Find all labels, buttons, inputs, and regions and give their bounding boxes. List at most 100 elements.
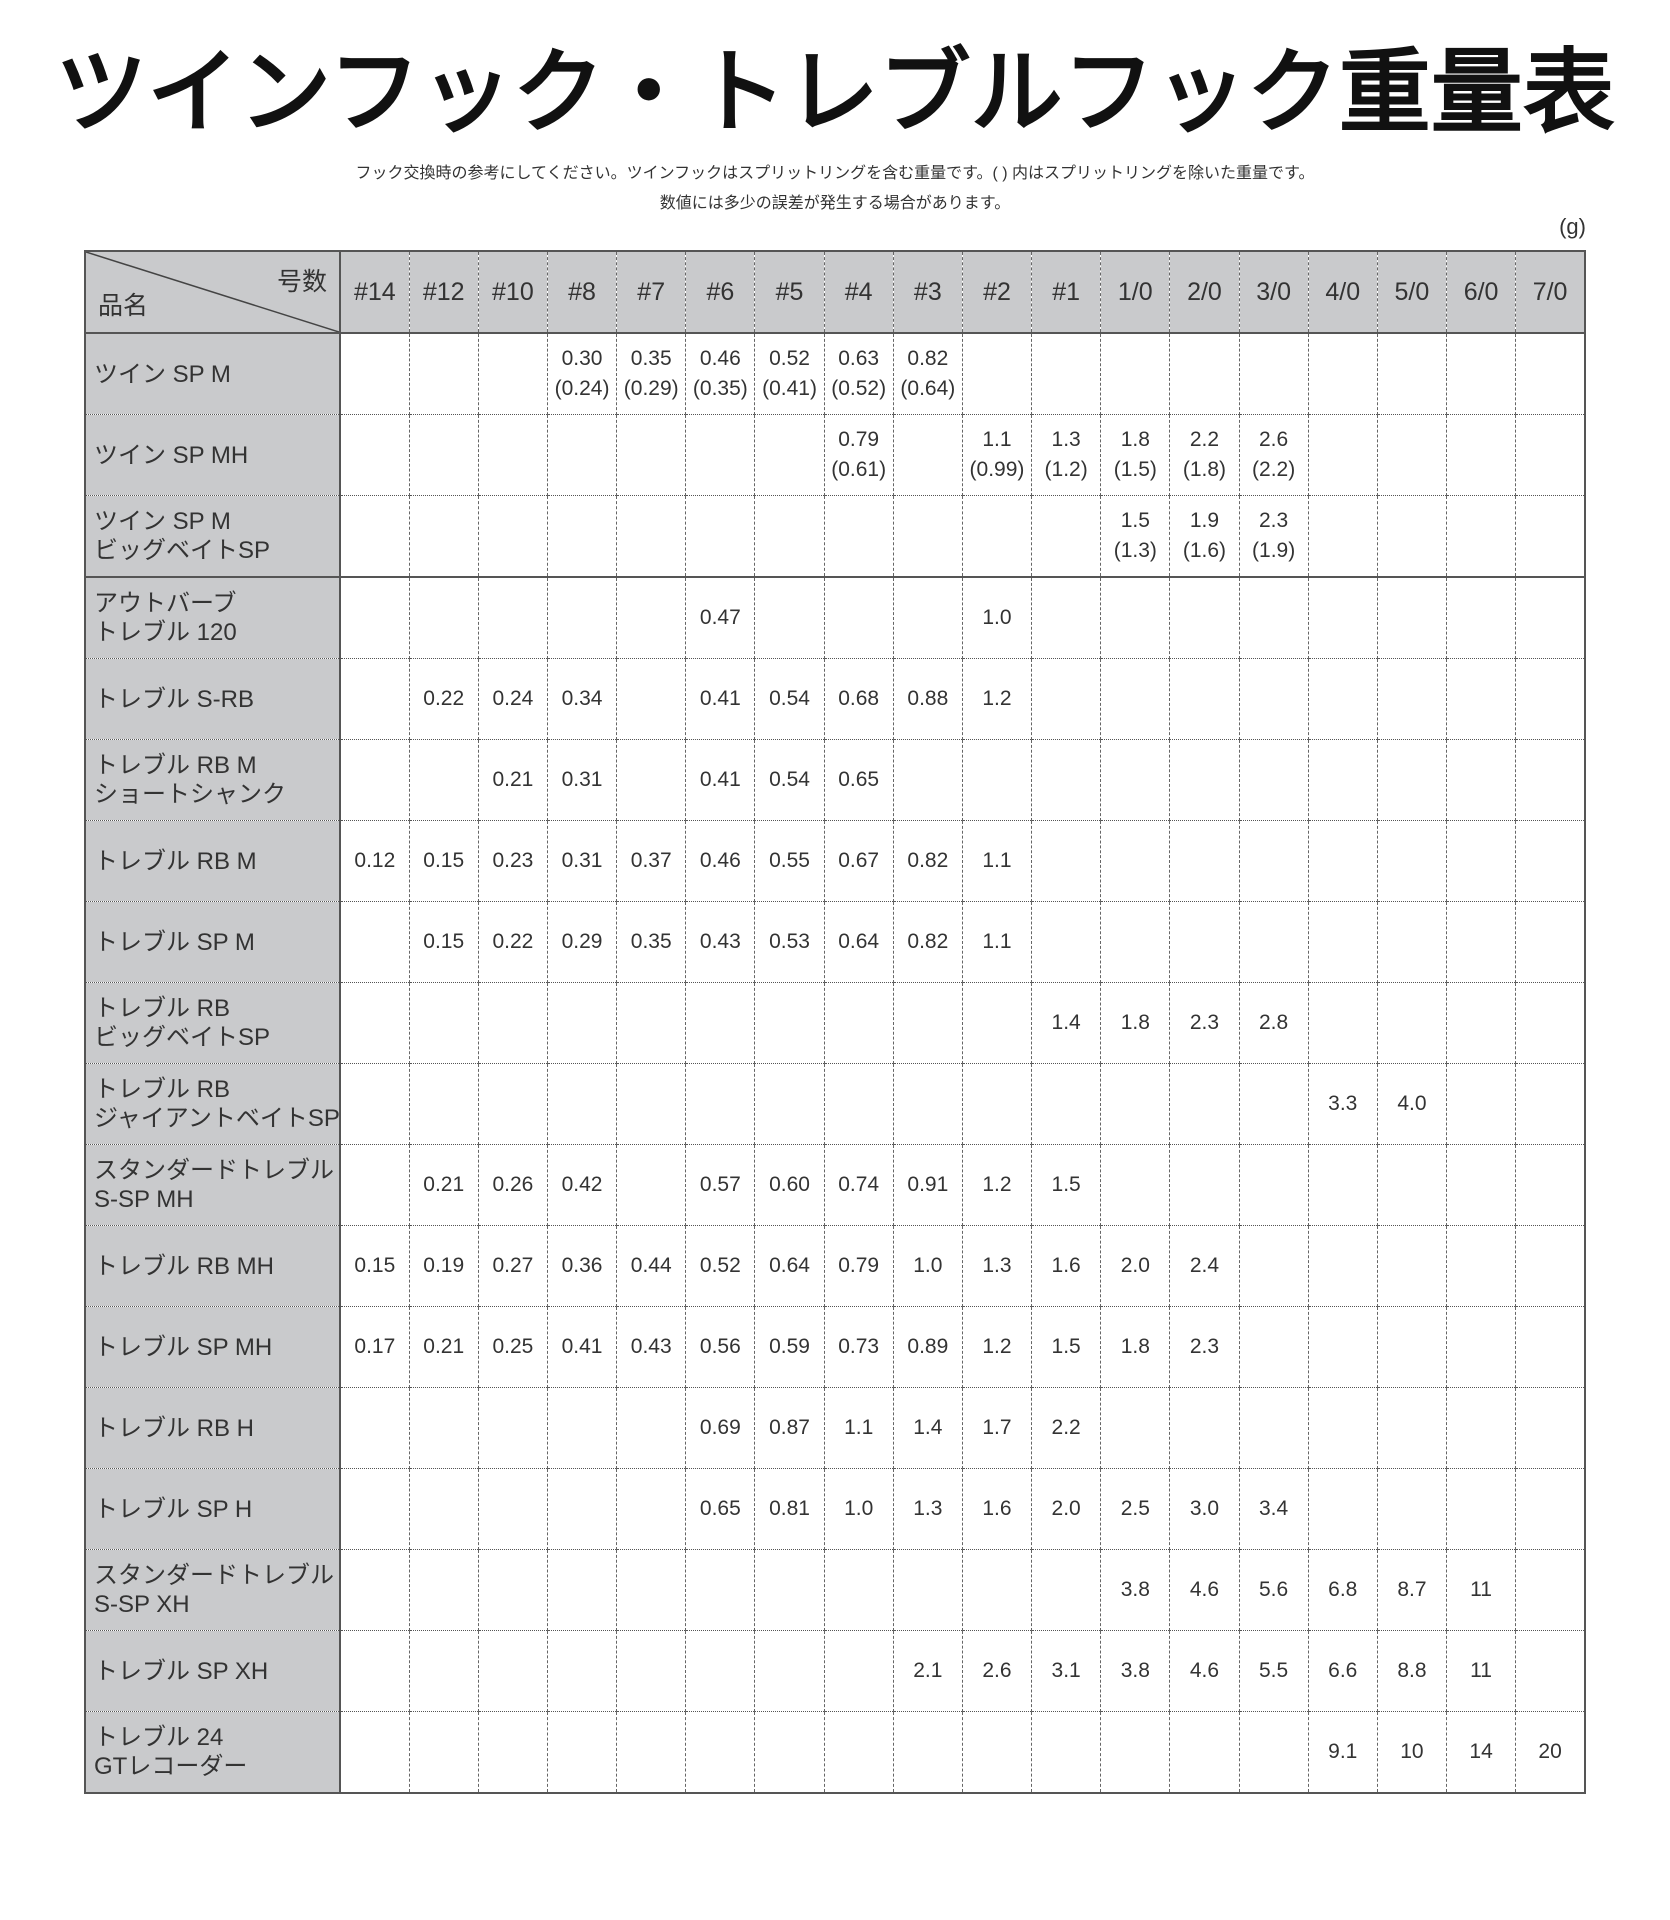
weight-cell [1169, 901, 1240, 983]
weight-cell [1376, 1144, 1447, 1226]
product-name: トレブル RB M ショートシャンク [85, 739, 341, 821]
weight-cell [1169, 1063, 1240, 1145]
weight-cell [477, 495, 548, 578]
weight-cell: 0.21 [477, 739, 548, 821]
weight-value: 1.1 [844, 1416, 874, 1439]
weight-value: 0.79 [838, 1254, 880, 1277]
weight-cell: 0.53 [754, 901, 825, 983]
weight-cell [1238, 820, 1309, 902]
weight-cell [1376, 1225, 1447, 1307]
weight-cell [339, 1711, 410, 1794]
weight-cell [546, 577, 617, 659]
weight-cell [1100, 1711, 1170, 1794]
weight-value: 2.6 [1259, 428, 1289, 451]
weight-cell [408, 495, 479, 578]
weight-cell: 1.0 [892, 1225, 963, 1307]
weight-cell: 0.47 [685, 577, 755, 659]
weight-cell [1515, 739, 1585, 821]
weight-cell [1515, 1144, 1585, 1226]
weight-cell: 1.5 [1031, 1306, 1101, 1388]
column-header: #3 [892, 251, 963, 334]
weight-cell [961, 1711, 1032, 1794]
weight-cell [1515, 1063, 1585, 1145]
product-name: トレブル RB ビッグベイトSP [85, 982, 341, 1064]
column-header: 6/0 [1445, 251, 1516, 334]
weight-cell: 2.3 [1169, 982, 1240, 1064]
weight-value: 2.2 [1189, 428, 1220, 451]
weight-cell [961, 333, 1032, 415]
weight-value: 1.4 [913, 1416, 943, 1439]
weight-cell: 0.19 [408, 1225, 479, 1307]
weight-value: 0.12 [354, 849, 396, 872]
weight-cell [1100, 1387, 1170, 1469]
weight-cell: 0.26 [477, 1144, 548, 1226]
weight-cell: 0.74 [823, 1144, 894, 1226]
weight-cell [616, 658, 686, 740]
weight-cell: 1.5 (1.3) [1100, 495, 1170, 578]
product-name-line: ツイン SP MH [94, 441, 249, 469]
weight-cell: 2.6 (2.2) [1238, 414, 1309, 496]
weight-cell [339, 1630, 410, 1712]
weight-cell: 1.0 [961, 577, 1032, 659]
note-line-1: フック交換時の参考にしてください。ツインフックはスプリットリングを含む重量です。… [355, 165, 1315, 182]
weight-cell [1238, 1387, 1309, 1469]
weight-value: 14 [1469, 1740, 1493, 1763]
weight-cell [1307, 495, 1378, 578]
weight-cell: 0.65 [823, 739, 894, 821]
weight-cell [1376, 577, 1447, 659]
weight-cell: 0.56 [685, 1306, 755, 1388]
weight-cell [892, 739, 963, 821]
weight-cell: 0.34 [546, 658, 617, 740]
weight-cell: 1.0 [823, 1468, 894, 1550]
weight-cell [1031, 1711, 1101, 1794]
weight-cell [1376, 739, 1447, 821]
table-row: アウトバーブ トレブル 120 0.47 1.0 [85, 577, 1585, 659]
weight-value: 0.35 [630, 347, 672, 370]
weight-value: 0.74 [838, 1173, 880, 1196]
weight-value: 0.44 [630, 1254, 672, 1277]
weight-value: 0.30 [561, 347, 603, 370]
weight-value: 1.4 [1051, 1011, 1081, 1034]
header-row: 号数 品名 #14 #12 #10 #8 #7 #6 #5 #4 #3 #2 #1 1/0 2/0 3/0… [85, 251, 1585, 334]
weight-cell [1307, 1225, 1378, 1307]
weight-cell [408, 577, 479, 659]
weight-cell: 0.15 [408, 820, 479, 902]
weight-cell [616, 414, 686, 496]
weight-cell [685, 982, 755, 1064]
weight-value: 0.52 [699, 1254, 741, 1277]
weight-cell [1515, 1630, 1585, 1712]
weight-cell [685, 1549, 755, 1631]
weight-cell [823, 1630, 894, 1712]
weight-cell [1307, 1144, 1378, 1226]
column-header: 7/0 [1515, 251, 1585, 334]
weight-without-ring: (1.2) [1044, 458, 1088, 481]
weight-cell [339, 739, 410, 821]
weight-cell [892, 577, 963, 659]
weight-cell: 0.30 (0.24) [546, 333, 617, 415]
weight-value: 5.6 [1259, 1578, 1289, 1601]
weight-value: 11 [1470, 1659, 1492, 1682]
weight-without-ring: (0.99) [969, 458, 1025, 481]
weight-cell [1307, 658, 1378, 740]
weight-cell [1100, 1063, 1170, 1145]
weight-cell [477, 577, 548, 659]
weight-cell: 1.4 [1031, 982, 1101, 1064]
product-name-line: ツイン SP M [94, 508, 231, 535]
weight-cell [616, 1144, 686, 1226]
weight-cell [1307, 820, 1378, 902]
weight-cell: 2.4 [1169, 1225, 1240, 1307]
weight-cell: 0.44 [616, 1225, 686, 1307]
weight-cell [546, 1063, 617, 1145]
weight-table: 号数 品名 #14 #12 #10 #8 #7 #6 #5 #4 #3 #2 #1 1/0 2/0 3/0… [84, 250, 1586, 1794]
weight-cell: 2.3 [1169, 1306, 1240, 1388]
product-name: ツイン SP M [85, 333, 341, 415]
weight-value: 0.22 [492, 930, 534, 953]
product-name: トレブル RB MH [85, 1225, 341, 1307]
weight-value: 1.0 [982, 606, 1012, 629]
weight-cell [477, 1549, 548, 1631]
weight-cell [1445, 1144, 1516, 1226]
weight-without-ring: (1.6) [1182, 539, 1227, 562]
weight-value: 4.6 [1189, 1659, 1220, 1682]
weight-cell [1307, 1387, 1378, 1469]
weight-cell [1307, 577, 1378, 659]
